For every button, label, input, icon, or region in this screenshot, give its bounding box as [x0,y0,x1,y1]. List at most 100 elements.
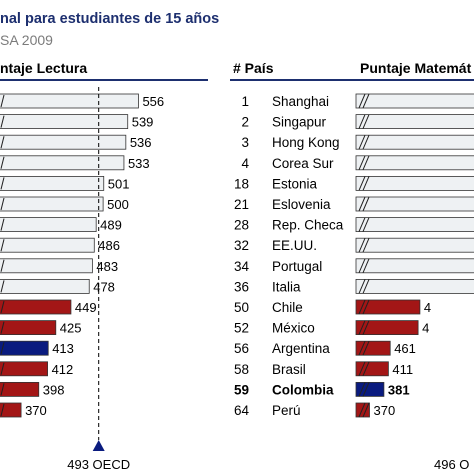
reading-value-label: 370 [25,403,47,418]
math-bar [355,196,474,212]
axis-break-mark [0,218,5,231]
reading-value-label: 501 [108,176,130,191]
oecd-reference-label: 493 OECD [67,457,130,472]
reading-bar [0,196,104,212]
axis-break-mark [362,279,370,294]
oecd-math-reference-label: 496 O [434,457,469,472]
country-rank: 36 [234,279,249,294]
math-bar [355,134,474,150]
reading-bar [0,175,105,191]
country-rank: 1 [241,94,249,109]
axis-break-mark [362,135,370,150]
country-rank: 52 [234,321,249,336]
reading-header-line [0,79,208,81]
axis-break-mark [362,196,370,212]
reading-bar [0,258,93,274]
country-name: Argentina [272,341,330,356]
axis-break-mark [358,382,366,397]
axis-break-mark [358,176,366,191]
axis-break-mark [0,94,5,108]
axis-break-mark [0,321,5,334]
math-score-header: Puntaje Matemát [360,60,472,76]
math-value-label: 461 [394,341,416,356]
reading-value-label: 478 [93,279,115,294]
reading-value-label: 536 [130,135,152,150]
oecd-reference-marker [92,440,105,451]
axis-break-mark [358,114,366,129]
country-name: México [272,321,315,336]
math-value-label: 381 [388,382,410,397]
math-bar [355,278,474,294]
axis-break-mark [0,197,5,211]
math-bar [355,217,474,233]
reading-bar [0,237,95,253]
math-bar [355,114,474,129]
country-rank: 56 [234,341,249,356]
axis-break-mark [362,176,370,191]
axis-break-mark [362,382,370,397]
axis-break-mark [362,238,370,253]
country-name: Portugal [272,259,322,274]
math-bar [355,340,391,356]
axis-break-mark [358,299,366,315]
math-bar [355,361,389,377]
math-bar [355,299,421,315]
axis-break-mark [0,115,5,128]
axis-break-mark [0,280,5,293]
country-name: Colombia [272,382,334,397]
reading-bar [0,278,90,294]
reading-value-label: 556 [142,94,164,109]
reading-value-label: 533 [128,156,150,171]
axis-break-mark [358,402,366,418]
axis-break-mark [0,239,5,252]
axis-break-mark [362,217,370,232]
reading-score-header: ntaje Lectura [0,60,88,76]
math-header-line [230,79,474,81]
country-rank: 32 [234,238,249,253]
reading-bar [0,155,125,171]
country-name: Brasil [272,362,306,377]
country-name: Chile [272,300,303,315]
reading-value-label: 412 [52,362,74,377]
axis-break-mark [362,93,370,109]
country-name: Italia [272,279,301,294]
math-value-label: 370 [374,403,396,418]
reading-value-label: 489 [100,218,122,233]
axis-break-mark [358,279,366,294]
country-rank: 28 [234,218,249,233]
axis-break-mark [358,361,366,376]
axis-break-mark [0,156,5,169]
country-rank: 18 [234,176,249,191]
axis-break-mark [358,217,366,232]
math-bar [355,93,474,109]
reading-value-label: 425 [60,321,82,336]
reading-bar [0,93,139,109]
math-bar [355,175,474,191]
axis-break-mark [0,300,5,314]
country-name: Hong Kong [272,135,340,150]
axis-break-mark [358,238,366,253]
axis-break-mark [0,362,5,375]
reading-bar [0,340,49,356]
reading-value-label: 413 [52,341,74,356]
country-rank: 50 [234,300,249,315]
math-value-label: 4 [424,300,431,315]
axis-break-mark [362,114,370,129]
reading-bar [0,217,97,233]
country-name: Estonia [272,176,318,191]
reading-bar [0,299,72,315]
country-name: Singapur [272,115,327,130]
axis-break-mark [362,361,370,376]
country-name: EE.UU. [272,238,317,253]
axis-break-mark [358,341,366,356]
country-rank: 4 [241,156,249,171]
axis-break-mark [0,383,5,396]
reading-bar [0,320,57,336]
math-value-label: 411 [392,362,413,377]
math-value-label: 4 [422,321,429,336]
country-name: Shanghai [272,94,329,109]
axis-break-mark [362,299,370,315]
axis-break-mark [358,320,366,335]
reading-value-label: 398 [43,382,65,397]
